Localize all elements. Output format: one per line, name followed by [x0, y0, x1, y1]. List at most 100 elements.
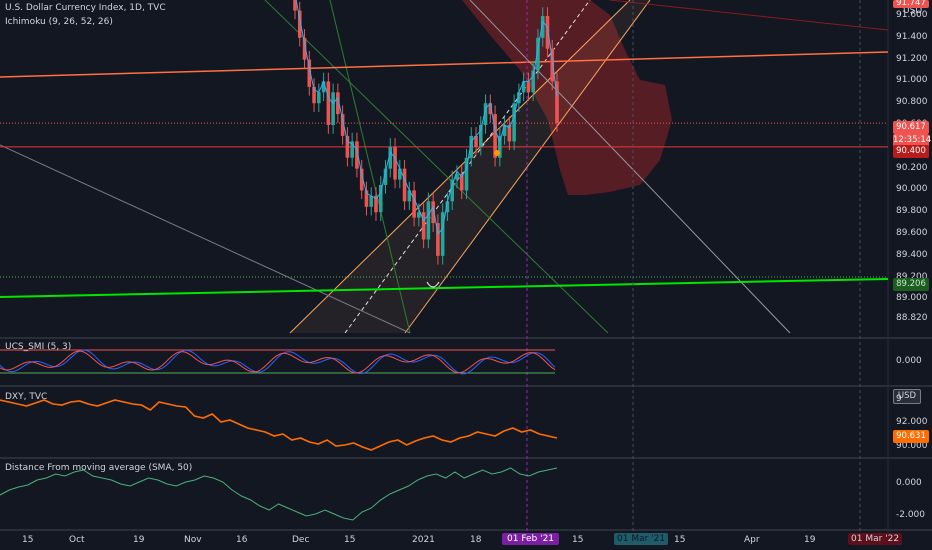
- candle-body: [469, 135, 474, 158]
- candle-body: [536, 37, 540, 71]
- candle-body: [321, 81, 326, 93]
- distance-line: [0, 467, 558, 521]
- candle-body: [383, 168, 388, 185]
- distance-tick-minus2: -2.000: [896, 510, 926, 520]
- pane-title-smi[interactable]: UCS_SMI (5, 3): [5, 342, 72, 352]
- time-tick: 15: [344, 535, 356, 545]
- time-axis-highlight: 01 Feb '21: [502, 533, 560, 545]
- candle-body: [545, 16, 550, 49]
- channel-fill: [290, 0, 650, 333]
- candle-body: [336, 92, 340, 115]
- candle-body: [364, 190, 369, 207]
- indicator-panes: [0, 349, 558, 521]
- support-trendline: [0, 278, 889, 298]
- candle-body: [550, 48, 555, 82]
- time-tick: 19: [804, 535, 816, 545]
- candle-body: [426, 201, 431, 240]
- indicator-legend-ichimoku[interactable]: Ichimoku (9, 26, 52, 26): [5, 17, 113, 27]
- candle-body: [359, 168, 364, 191]
- candle-body: [302, 37, 307, 60]
- candle-body: [512, 103, 516, 142]
- candle-body: [483, 103, 488, 126]
- dxy-tick-90: 90.000: [896, 441, 928, 451]
- candle-body: [374, 195, 378, 213]
- candle-body: [326, 81, 331, 126]
- resistance-trendline: [0, 51, 889, 78]
- price-tick: 91.600: [896, 10, 928, 21]
- candle-body: [450, 179, 454, 202]
- candle-body: [445, 201, 450, 213]
- candle-body: [421, 212, 426, 240]
- time-tick: 16: [236, 535, 248, 545]
- candle-body: [521, 81, 526, 93]
- pane-title-distance[interactable]: Distance From moving average (SMA, 50): [5, 463, 193, 473]
- tenkan-line: [295, 0, 558, 236]
- price-tick: 89.800: [896, 206, 928, 217]
- dxy-last-value-tag: 90.631: [893, 430, 929, 443]
- diag-green-2: [329, 0, 411, 334]
- candle-body: [340, 114, 345, 136]
- price-tick: 90.000: [896, 184, 928, 195]
- time-axis-highlight-mar: 01 Mar '21: [614, 533, 669, 545]
- price-tick: 91.200: [896, 53, 928, 64]
- candle-body: [417, 212, 421, 218]
- candle-body: [464, 157, 469, 191]
- dxy-tick-top: 9: [896, 394, 902, 404]
- dxy-line: [0, 399, 558, 451]
- time-tick: Dec: [292, 535, 310, 545]
- low-marker: [426, 281, 440, 288]
- candle-body: [350, 141, 354, 158]
- candle-body: [393, 146, 397, 180]
- candle-body: [307, 59, 312, 87]
- candle-body: [293, 0, 297, 11]
- smi-tick: 0.000: [896, 356, 922, 366]
- ichimoku-cloud: [462, 0, 672, 195]
- countdown-tag: 12:35:14: [893, 134, 932, 147]
- drawing-overlay: [0, 0, 889, 532]
- price-tick: 89.600: [896, 228, 928, 239]
- time-tick: Nov: [184, 535, 202, 545]
- resistance-level-tag: 90.400: [893, 145, 929, 158]
- candles: [293, 0, 559, 288]
- time-tick: 18: [470, 535, 482, 545]
- channel-upper-lower: [289, 0, 631, 334]
- candle-body: [478, 125, 483, 147]
- channel-line-right: [404, 0, 651, 334]
- candle-body: [455, 174, 459, 180]
- price-tick: 90.200: [896, 162, 928, 173]
- candle-body: [412, 190, 416, 218]
- price-tick: 89.400: [896, 249, 928, 260]
- candle-body: [317, 92, 321, 104]
- candle-body: [526, 81, 531, 93]
- smi-line-red: [0, 350, 556, 374]
- candle-body: [531, 70, 535, 93]
- candle-body: [507, 125, 512, 142]
- distance-tick-zero: 0.000: [896, 478, 922, 488]
- time-tick: Apr: [744, 535, 760, 545]
- diag-red: [609, 0, 889, 31]
- time-tick: 15: [572, 535, 584, 545]
- time-tick: 19: [133, 535, 145, 545]
- candle-body: [345, 135, 350, 158]
- candle-body: [498, 135, 502, 158]
- signal-dot: [494, 150, 500, 156]
- diag-gray-1: [0, 144, 411, 334]
- candle-body: [407, 190, 412, 202]
- candle-body: [502, 125, 507, 136]
- candle-body: [331, 92, 335, 126]
- smi-line-blue: [0, 349, 556, 375]
- price-tick: 91.400: [896, 31, 928, 42]
- currency-label: USD: [903, 6, 923, 16]
- price-tick: 89.200: [896, 271, 928, 282]
- price-tick: 88.820: [896, 313, 928, 324]
- candle-body: [402, 168, 407, 202]
- pane-title-dxy[interactable]: DXY, TVC: [5, 392, 48, 402]
- candle-body: [488, 103, 493, 115]
- candle-body: [459, 174, 464, 191]
- candle-body: [436, 223, 440, 256]
- candle-body: [388, 146, 393, 169]
- candle-body: [297, 10, 302, 38]
- dxy-currency-label: USD: [893, 389, 921, 404]
